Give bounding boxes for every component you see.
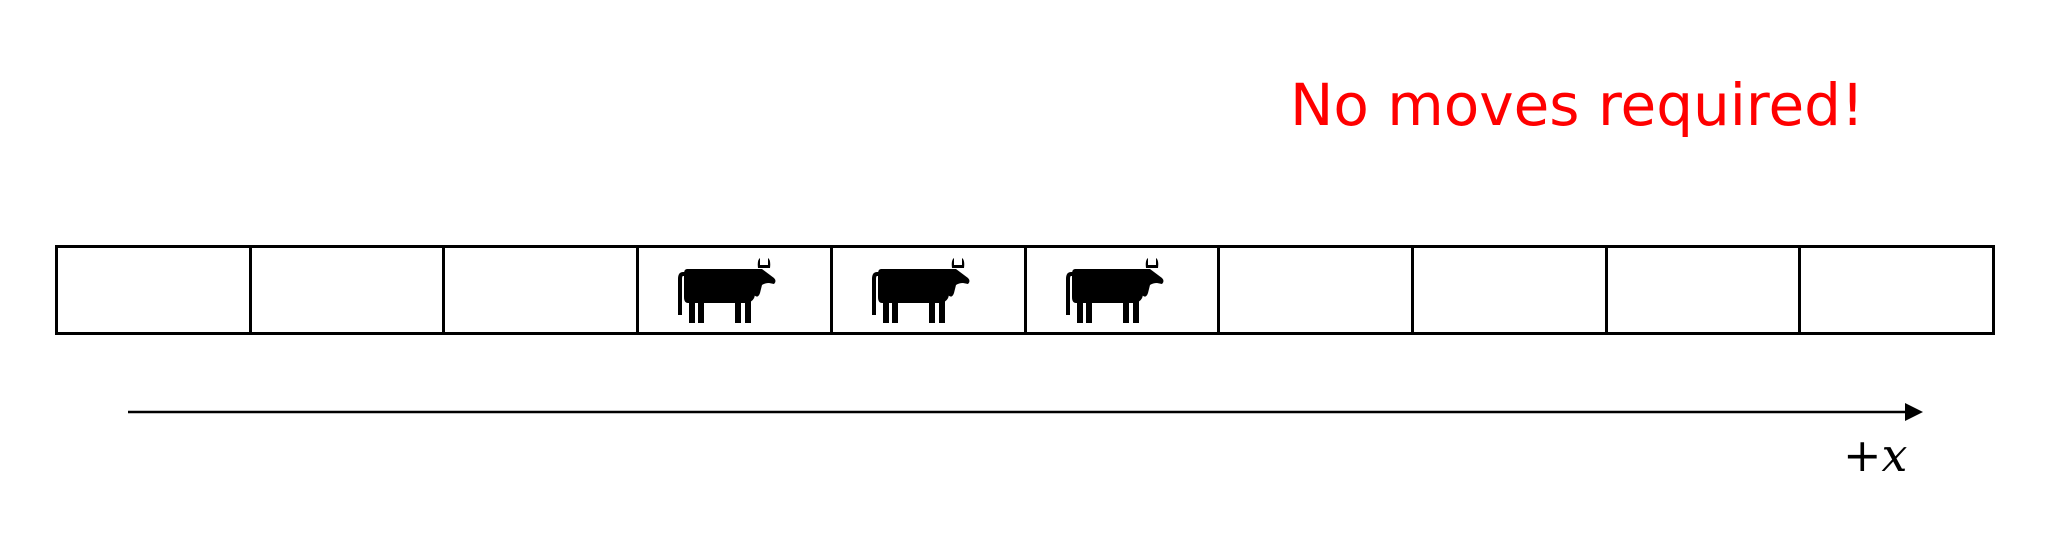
grid-cell <box>1608 248 1802 332</box>
x-axis-arrowhead <box>1905 403 1923 421</box>
grid-cell <box>1801 248 1992 332</box>
grid-cell <box>1220 248 1414 332</box>
status-message: No moves required! <box>1290 71 1865 139</box>
x-axis-label: +x <box>1843 428 1908 482</box>
grid-cell <box>639 248 833 332</box>
cow-icon <box>678 258 776 323</box>
grid-cell <box>833 248 1027 332</box>
cell-strip <box>55 245 1995 335</box>
grid-cell <box>445 248 640 332</box>
cow-icon <box>1065 258 1164 323</box>
grid-cell <box>1414 248 1608 332</box>
cow-icon <box>872 258 970 323</box>
grid-cell <box>252 248 446 332</box>
grid-cell <box>1027 248 1221 332</box>
grid-cell <box>58 248 252 332</box>
